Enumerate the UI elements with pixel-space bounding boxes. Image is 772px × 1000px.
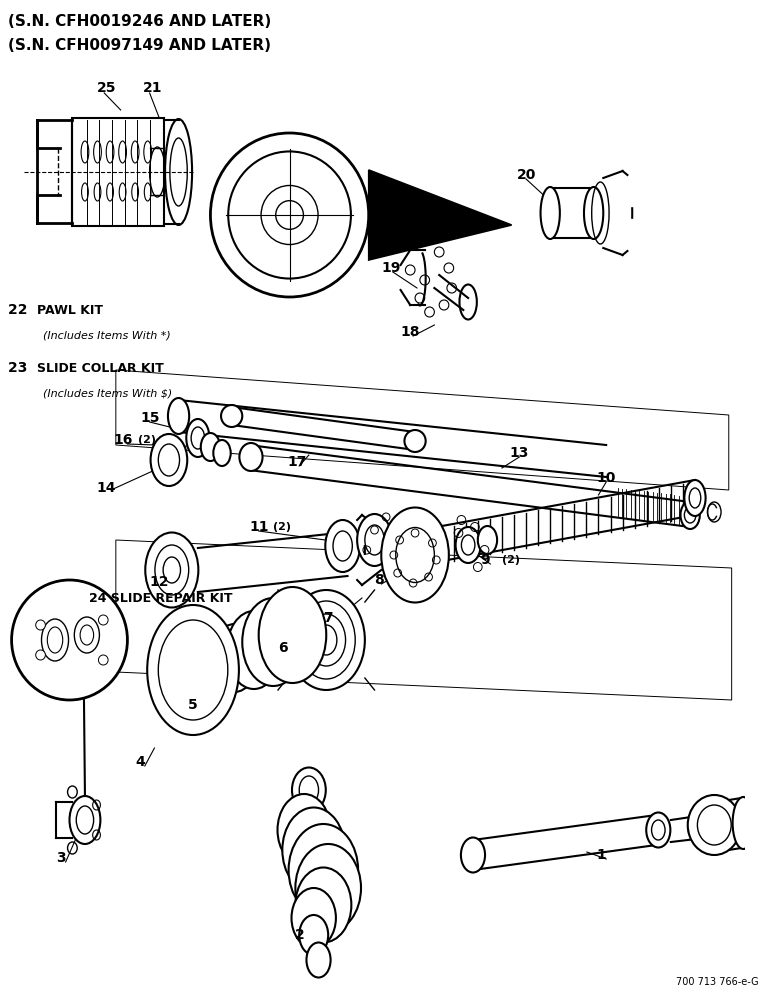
Text: 9: 9 [481,553,490,567]
Ellipse shape [325,520,360,572]
Text: 700 713 766-e-G: 700 713 766-e-G [676,977,758,987]
Ellipse shape [201,433,220,461]
Ellipse shape [688,795,741,855]
Text: 15: 15 [140,411,160,425]
Text: 10: 10 [597,471,616,485]
Ellipse shape [42,619,69,661]
Text: (2): (2) [138,435,156,445]
Ellipse shape [47,627,63,653]
Ellipse shape [69,796,100,844]
Ellipse shape [455,527,481,563]
Ellipse shape [221,405,242,427]
Ellipse shape [145,532,198,607]
Ellipse shape [239,443,262,471]
Ellipse shape [357,514,392,566]
Ellipse shape [296,844,361,932]
Ellipse shape [168,398,189,434]
Text: 19: 19 [381,261,401,275]
Ellipse shape [405,430,425,452]
Ellipse shape [381,508,449,602]
Text: 6: 6 [278,641,288,655]
Ellipse shape [212,624,258,692]
Ellipse shape [12,580,127,700]
Text: 8: 8 [374,573,384,587]
Ellipse shape [584,187,603,239]
Ellipse shape [242,598,304,686]
Text: (S.N. CFH0019246 AND LATER): (S.N. CFH0019246 AND LATER) [8,14,271,29]
Text: PAWL KIT: PAWL KIT [37,304,103,316]
Ellipse shape [277,794,330,866]
Text: 18: 18 [401,325,420,339]
Ellipse shape [283,808,345,892]
Ellipse shape [186,419,209,457]
Ellipse shape [36,620,46,630]
Text: 25: 25 [96,81,116,95]
Text: 23: 23 [8,361,32,375]
Text: (S.N. CFH0097149 AND LATER): (S.N. CFH0097149 AND LATER) [8,37,271,52]
Text: 17: 17 [288,455,307,469]
Ellipse shape [36,650,46,660]
Ellipse shape [296,867,351,942]
Ellipse shape [688,813,717,843]
Ellipse shape [733,797,754,849]
Text: 12: 12 [150,575,169,589]
Text: SLIDE COLLAR KIT: SLIDE COLLAR KIT [37,361,164,374]
Text: 4: 4 [135,755,145,769]
Ellipse shape [151,434,188,486]
Text: 21: 21 [143,81,162,95]
Text: 13: 13 [510,446,529,460]
Ellipse shape [478,526,497,554]
Ellipse shape [74,617,100,653]
Text: (Includes Items With *): (Includes Items With *) [43,330,171,340]
Ellipse shape [540,187,560,239]
Ellipse shape [289,824,358,916]
Ellipse shape [300,915,328,955]
Text: 16: 16 [114,433,134,447]
Ellipse shape [259,587,327,683]
Text: (Includes Items With $): (Includes Items With $) [43,388,173,398]
Ellipse shape [461,838,485,872]
Ellipse shape [646,812,670,848]
Text: 5: 5 [188,698,198,712]
Text: (2): (2) [273,522,291,532]
Ellipse shape [211,133,369,297]
Text: 3: 3 [56,851,66,865]
Polygon shape [369,170,512,260]
Ellipse shape [80,625,93,645]
Text: 2: 2 [294,928,304,942]
Ellipse shape [288,590,365,690]
Text: 22: 22 [8,303,32,317]
Ellipse shape [99,615,108,625]
Text: 11: 11 [249,520,269,534]
Text: 7: 7 [323,611,333,625]
Ellipse shape [99,655,108,665]
Ellipse shape [680,501,699,529]
Text: 24 SLIDE REPAIR KIT: 24 SLIDE REPAIR KIT [89,591,232,604]
Text: 14: 14 [96,481,116,495]
Ellipse shape [147,605,239,735]
Ellipse shape [213,440,231,466]
Ellipse shape [227,611,281,689]
Text: 1: 1 [597,848,606,862]
Text: (2): (2) [502,555,520,565]
Ellipse shape [306,942,330,978]
Ellipse shape [684,480,706,516]
Ellipse shape [292,888,336,948]
Text: 20: 20 [516,168,536,182]
Ellipse shape [292,768,326,812]
Bar [73,118,164,226]
